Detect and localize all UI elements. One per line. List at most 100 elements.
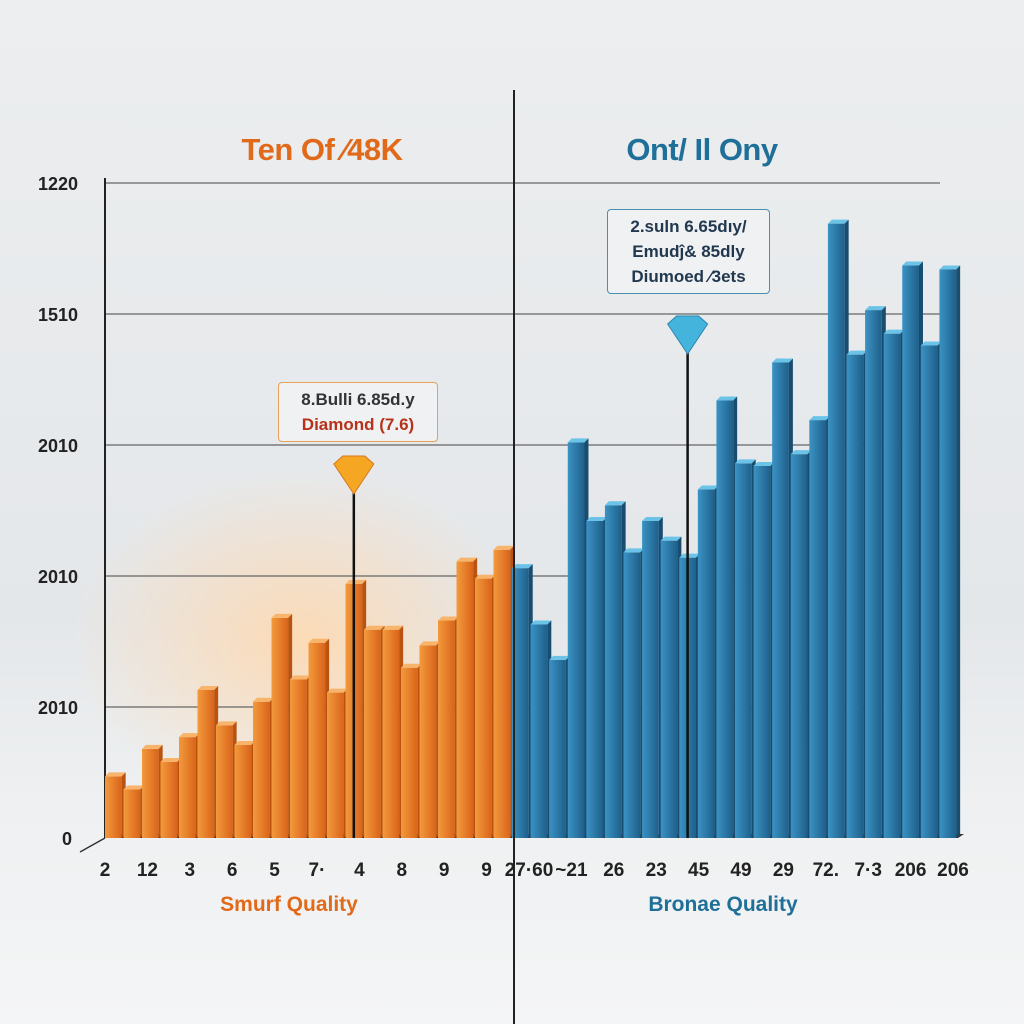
x-tick-label: 27·60	[505, 860, 554, 881]
bar-top	[327, 688, 348, 693]
bar-top	[123, 785, 145, 790]
bar-top	[364, 625, 385, 630]
bar	[382, 629, 400, 838]
bar	[512, 568, 529, 838]
x-tick-label: 206	[895, 860, 927, 881]
right-x-axis-title: Bronae Quality	[648, 893, 798, 916]
right-annotation-box: 2.suln 6.65dıy/ Emudĵ& 85dly Diumoed ⁄3e…	[607, 209, 770, 294]
bar	[772, 362, 789, 838]
bar	[530, 624, 548, 838]
x-tick-label: 8	[397, 860, 408, 881]
bar-top	[475, 574, 496, 579]
bar	[642, 520, 659, 838]
bar-top	[216, 721, 237, 726]
bar-top	[253, 697, 274, 702]
bar	[549, 659, 566, 838]
bar	[753, 465, 771, 838]
x-tick-label: 7·3	[854, 860, 881, 881]
bar	[865, 310, 882, 838]
bar-top	[865, 306, 886, 311]
bar-top	[308, 638, 330, 643]
bar-top	[735, 459, 756, 464]
annotation-line: 8.Bulli 6.85d.y	[301, 390, 415, 409]
y-tick-label: 0	[62, 829, 72, 849]
bar-top	[234, 740, 256, 745]
bar-top	[902, 261, 923, 266]
bar	[604, 505, 622, 838]
bar-top	[493, 545, 515, 550]
left-x-axis-title: Smurf Quality	[220, 893, 358, 916]
x-tick-label: 49	[730, 860, 751, 881]
bar	[493, 549, 511, 838]
bar-top	[290, 675, 311, 680]
bar-top	[438, 616, 459, 621]
bar-top	[827, 219, 849, 224]
bar-top	[809, 416, 831, 421]
bar-top	[679, 553, 700, 558]
x-tick-label: 2	[100, 860, 111, 881]
bar	[809, 420, 827, 838]
y-tick-label: 2010	[38, 567, 78, 587]
bar-top	[660, 536, 682, 541]
bar	[697, 489, 715, 838]
bar	[123, 789, 141, 838]
left-chart-title: Ten Of ⁄48K	[241, 132, 403, 167]
bar	[790, 454, 808, 838]
bar	[179, 737, 196, 838]
bar	[456, 561, 474, 838]
bar-top	[530, 620, 552, 625]
annotation-line: Diumoed ⁄3ets	[631, 267, 746, 286]
bar-side	[956, 265, 961, 839]
bar-top	[623, 548, 645, 553]
left-annotation-box: 8.Bulli 6.85d.y Diamond (7.6)	[278, 382, 438, 442]
bar-top	[697, 485, 719, 490]
bar	[105, 776, 122, 838]
x-tick-label: 23	[646, 860, 667, 881]
bar	[623, 552, 641, 838]
bar	[234, 744, 252, 838]
bar	[586, 520, 604, 838]
bar	[475, 578, 492, 838]
bar-top	[604, 501, 626, 506]
bar-top	[567, 438, 589, 443]
x-tick-label: 72.	[813, 860, 839, 881]
x-tick-label: 7·	[309, 860, 326, 881]
bar	[939, 269, 957, 839]
diamond-icon	[333, 455, 375, 495]
bar-top	[271, 613, 293, 618]
bar	[290, 679, 307, 838]
bar	[253, 701, 270, 838]
bar	[364, 629, 381, 838]
bar-top	[549, 655, 570, 660]
diamond-icon	[666, 315, 709, 355]
x-tick-label: 26	[603, 860, 624, 881]
annotation-line: Diamond (7.6)	[301, 415, 415, 434]
bar	[920, 345, 938, 838]
y-tick-label: 2010	[38, 436, 78, 456]
x-tick-label: 3	[185, 860, 196, 881]
bar	[401, 667, 418, 838]
bar-top	[790, 450, 812, 455]
bar	[419, 645, 437, 838]
bar-top	[456, 557, 478, 562]
bar-top	[883, 329, 905, 334]
x-tick-label: 9	[481, 860, 492, 881]
bar-top	[939, 265, 961, 270]
x-axis-corner	[79, 837, 106, 853]
x-tick-label: 29	[773, 860, 794, 881]
annotation-line: Emudĵ& 85dly	[632, 242, 745, 261]
x-tick-label: 206	[937, 860, 969, 881]
bar-top	[920, 341, 942, 346]
bar	[716, 400, 734, 838]
bar	[735, 463, 752, 838]
bar	[567, 442, 585, 838]
x-tick-label: 5	[269, 860, 280, 881]
x-tick-label: 12	[137, 860, 158, 881]
bar	[216, 725, 233, 838]
bar	[308, 642, 326, 838]
bar	[327, 692, 344, 838]
bar-top	[142, 744, 163, 749]
bar-top	[197, 685, 219, 690]
bar	[846, 354, 864, 838]
